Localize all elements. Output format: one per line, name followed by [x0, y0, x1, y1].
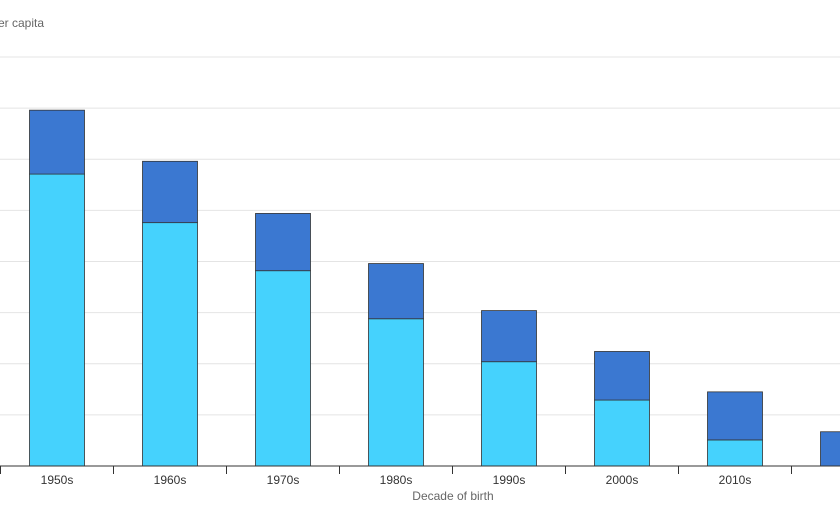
- bar-segment: [368, 318, 424, 467]
- bar-segment: [594, 351, 650, 401]
- x-tick-label: 1970s: [267, 473, 300, 487]
- x-tick-label: 1950s: [41, 473, 74, 487]
- bar-segment: [29, 173, 85, 467]
- bar-segment: [255, 270, 311, 467]
- bar-segment: [368, 263, 424, 320]
- bar-segment: [481, 310, 537, 363]
- bar-segment: [594, 399, 650, 467]
- x-tick-label: 1980s: [380, 473, 413, 487]
- bar-segment: [820, 431, 840, 467]
- bar-segment: [481, 361, 537, 467]
- x-tick-label: 1960s: [154, 473, 187, 487]
- bar-segment: [255, 213, 311, 272]
- x-tick-label: 1990s: [493, 473, 526, 487]
- bar-segment: [142, 222, 198, 467]
- x-tick-label: 2000s: [606, 473, 639, 487]
- y-axis-title: er capita: [0, 16, 44, 30]
- x-axis-title: Decade of birth: [412, 489, 493, 503]
- bar-segment: [707, 439, 763, 467]
- bar-segment: [29, 109, 85, 175]
- bar-segment: [707, 391, 763, 441]
- bar-segment: [142, 160, 198, 224]
- x-tick-label: 2010s: [719, 473, 752, 487]
